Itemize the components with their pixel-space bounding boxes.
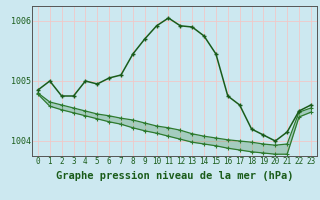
X-axis label: Graphe pression niveau de la mer (hPa): Graphe pression niveau de la mer (hPa)	[56, 171, 293, 181]
